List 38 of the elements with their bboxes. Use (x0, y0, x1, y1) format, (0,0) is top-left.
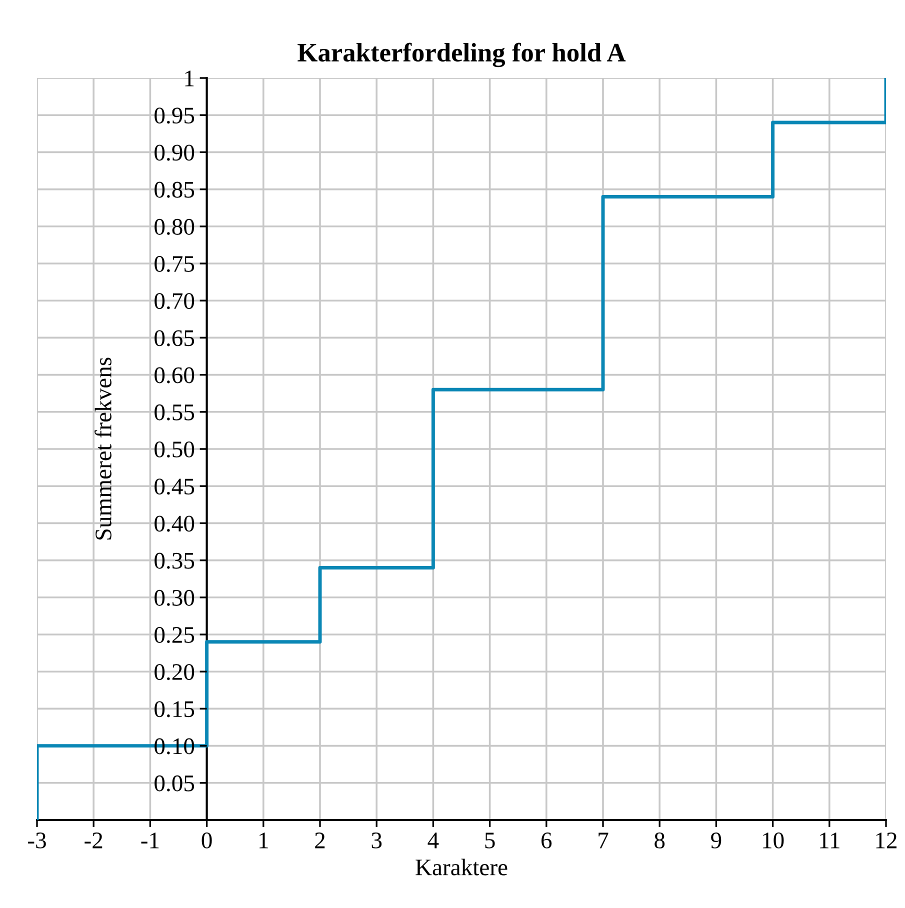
y-tick-label: 0.45 (154, 478, 194, 495)
x-tick-label: 7 (598, 832, 608, 848)
x-tick-label: 11 (820, 832, 840, 848)
x-tick-label: 6 (542, 832, 552, 848)
y-axis-title: Summeret frekvens (94, 358, 112, 540)
x-tick-label: -2 (84, 832, 102, 848)
y-tick-label: 0.60 (154, 367, 194, 384)
y-tick-label: 0.35 (154, 552, 194, 569)
x-tick-label: 10 (763, 832, 784, 848)
y-tick-label: 0.05 (154, 775, 194, 792)
y-tick-label: 0.85 (154, 182, 194, 198)
x-tick-label: 3 (372, 832, 382, 848)
x-tick-label: 1 (260, 832, 268, 848)
y-tick-label: 0.50 (154, 441, 194, 458)
y-tick-label: 0.75 (154, 256, 194, 272)
y-tick-label: 0.20 (154, 664, 194, 680)
y-tick-label: 0.65 (154, 330, 194, 346)
x-tick-label: 5 (485, 832, 495, 848)
x-tick-label: 2 (315, 832, 325, 848)
y-tick-label: 0.25 (154, 626, 194, 644)
y-tick-label: 0.90 (154, 144, 194, 161)
x-tick-label: 8 (654, 832, 665, 848)
y-tick-label: 1 (185, 70, 194, 86)
x-tick-label: 12 (876, 832, 897, 848)
chart-title: Karakterfordeling for hold A (298, 42, 626, 68)
x-tick-label: 9 (711, 832, 722, 848)
y-tick-label: 0.70 (154, 293, 194, 310)
y-tick-label: 0.40 (154, 516, 194, 532)
x-tick-label: -3 (28, 832, 46, 848)
x-tick-label: -1 (141, 832, 159, 848)
x-tick-label: 0 (202, 832, 212, 848)
y-tick-label: 0.80 (154, 218, 194, 235)
x-tick-label: 4 (428, 832, 439, 848)
y-tick-label: 0.30 (154, 590, 194, 606)
y-tick-label: 0.15 (154, 701, 194, 718)
y-tick-label: 0.55 (154, 404, 194, 420)
y-tick-label: 0.95 (154, 108, 194, 124)
x-axis-title: Karaktere (416, 858, 508, 876)
